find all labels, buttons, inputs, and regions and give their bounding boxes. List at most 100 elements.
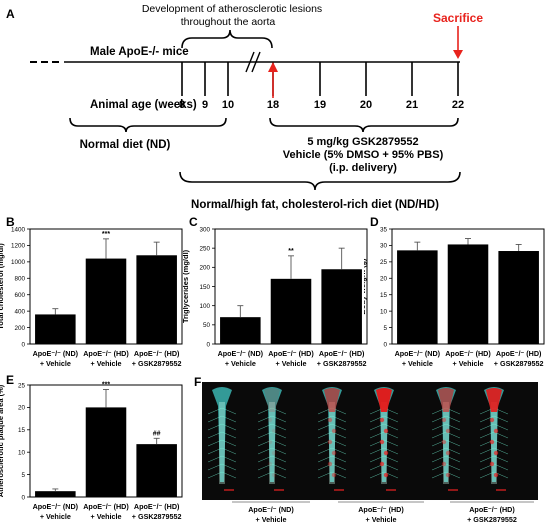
f-group-label-line1: ApoE⁻/⁻ (HD) xyxy=(469,505,515,514)
aorta-image-background xyxy=(202,382,538,500)
chart-e-plaque-area: E 0 5 10 15 20 25 Atherosclerotic plaque area (… xyxy=(0,373,183,521)
f-group-label-line2: + GSK2879552 xyxy=(467,515,517,524)
panel-a-label: A xyxy=(6,7,15,21)
axis-break-2 xyxy=(251,51,261,73)
age-tick-label: 21 xyxy=(406,99,418,111)
y-tick-label: 1200 xyxy=(11,243,26,250)
chart-c-triglycerides: C 0 50 100 150 200 250 300 Triglycerides (mg/dl)… xyxy=(183,215,368,368)
age-tick-label: 20 xyxy=(360,99,372,111)
group-label-line2: + Vehicle xyxy=(453,359,484,368)
group-label-line1: ApoE⁻/⁻ (HD) xyxy=(83,502,129,511)
y-tick-label: 400 xyxy=(14,308,25,315)
group-label-line1: ApoE⁻/⁻ (ND) xyxy=(395,349,441,358)
y-tick-label: 1400 xyxy=(11,226,26,233)
y-tick-label: 25 xyxy=(380,259,388,266)
y-tick-label: 300 xyxy=(199,226,210,233)
aorta-image xyxy=(207,387,237,491)
age-tick-label: 8 xyxy=(179,99,185,111)
bar xyxy=(220,317,261,344)
group-label-line2: + GSK2879552 xyxy=(317,359,367,368)
y-tick-label: 15 xyxy=(380,292,388,299)
group-label-line1: ApoE⁻/⁻ (HD) xyxy=(319,349,365,358)
group-label-line1: ApoE⁻/⁻ (HD) xyxy=(134,349,180,358)
group-label-line2: + Vehicle xyxy=(402,359,433,368)
y-tick-label: 50 xyxy=(203,322,211,329)
significance-label: ** xyxy=(288,248,294,255)
aorta-image xyxy=(479,387,509,491)
panel-label: E xyxy=(6,373,14,387)
group-label-line2: + Vehicle xyxy=(40,512,71,521)
significance-label: ## xyxy=(153,430,161,437)
age-tick-label: 10 xyxy=(222,99,234,111)
bar xyxy=(35,314,76,344)
f-group-label-line1: ApoE⁻/⁻ (ND) xyxy=(248,505,294,514)
group-label-line1: ApoE⁻/⁻ (ND) xyxy=(33,349,79,358)
panel-label: C xyxy=(189,215,198,229)
lesion-text-1: Development of atherosclerotic lesions xyxy=(142,3,322,15)
panel-a-timeline: A Development of atherosclerotic lesions… xyxy=(6,3,483,211)
bar xyxy=(85,407,127,497)
group-label-line2: + GSK2879552 xyxy=(132,359,182,368)
treatment-line-1: 5 mg/kg GSK2879552 xyxy=(307,136,418,148)
significance-label: *** xyxy=(102,231,110,238)
normal-diet-brace xyxy=(69,117,227,133)
axis-break-1 xyxy=(245,51,255,73)
bar xyxy=(498,251,539,344)
y-axis-label: Triglycerides (mg/dl) xyxy=(183,249,190,323)
sacrifice-label: Sacrifice xyxy=(433,11,483,25)
age-ticks: 8 9 10 18 19 20 21 22 xyxy=(179,62,464,111)
group-label-line2: + Vehicle xyxy=(91,359,122,368)
f-group-label-line2: + Vehicle xyxy=(256,515,287,524)
treatment-start-arrowhead xyxy=(268,62,278,72)
y-tick-label: 30 xyxy=(380,243,388,250)
group-label-line1: ApoE⁻/⁻ (ND) xyxy=(218,349,264,358)
y-tick-label: 20 xyxy=(18,405,26,412)
y-tick-label: 10 xyxy=(380,308,388,315)
group-label-line2: + Vehicle xyxy=(91,512,122,521)
f-group-label-line2: + Vehicle xyxy=(366,515,397,524)
group-label-line1: ApoE⁻/⁻ (HD) xyxy=(268,349,314,358)
aorta-image xyxy=(369,387,399,491)
group-label-line1: ApoE⁻/⁻ (HD) xyxy=(83,349,129,358)
treatment-line-3: (i.p. delivery) xyxy=(329,162,397,174)
age-tick-label: 18 xyxy=(267,99,279,111)
aorta-image xyxy=(431,387,461,491)
age-label: Animal age (weeks) xyxy=(90,99,197,111)
f-group-label-line1: ApoE⁻/⁻ (HD) xyxy=(358,505,404,514)
panel-label: B xyxy=(6,215,15,229)
chart-b-total-cholesterol: B 0 200 400 600 800 1000 1200 1400 Total choleste… xyxy=(0,215,183,368)
hf-diet-label: Normal/high fat, cholesterol-rich diet (… xyxy=(191,199,439,211)
y-tick-label: 5 xyxy=(21,472,25,479)
bar xyxy=(270,278,312,344)
group-label-line1: ApoE⁻/⁻ (HD) xyxy=(445,349,491,358)
bar xyxy=(136,255,177,344)
y-tick-label: 800 xyxy=(14,276,25,283)
group-label-line2: + GSK2879552 xyxy=(494,359,544,368)
group-label-line1: ApoE⁻/⁻ (ND) xyxy=(33,502,79,511)
y-tick-label: 200 xyxy=(14,325,25,332)
panel-label: D xyxy=(370,215,379,229)
age-tick-label: 22 xyxy=(452,99,464,111)
bar xyxy=(397,250,438,344)
y-tick-label: 1000 xyxy=(11,259,26,266)
treatment-line-2: Vehicle (5% DMSO + 95% PBS) xyxy=(283,149,444,161)
y-tick-label: 200 xyxy=(199,265,210,272)
group-label-line1: ApoE⁻/⁻ (HD) xyxy=(134,502,180,511)
y-tick-label: 100 xyxy=(199,303,210,310)
y-tick-label: 600 xyxy=(14,292,25,299)
group-label-line2: + Vehicle xyxy=(225,359,256,368)
age-tick-label: 9 xyxy=(202,99,208,111)
hf-diet-brace xyxy=(179,171,461,191)
bar xyxy=(321,269,362,344)
y-tick-label: 5 xyxy=(383,325,387,332)
y-tick-label: 0 xyxy=(21,494,25,501)
aorta-image xyxy=(257,387,287,491)
mice-label: Male ApoE-/- mice xyxy=(90,46,189,58)
y-tick-label: 35 xyxy=(380,226,388,233)
y-tick-label: 10 xyxy=(18,450,26,457)
panel-f-label: F xyxy=(194,375,201,389)
group-label-line2: + Vehicle xyxy=(40,359,71,368)
sacrifice-arrowhead xyxy=(453,50,463,59)
group-label-line2: + Vehicle xyxy=(276,359,307,368)
y-tick-label: 150 xyxy=(199,284,210,291)
